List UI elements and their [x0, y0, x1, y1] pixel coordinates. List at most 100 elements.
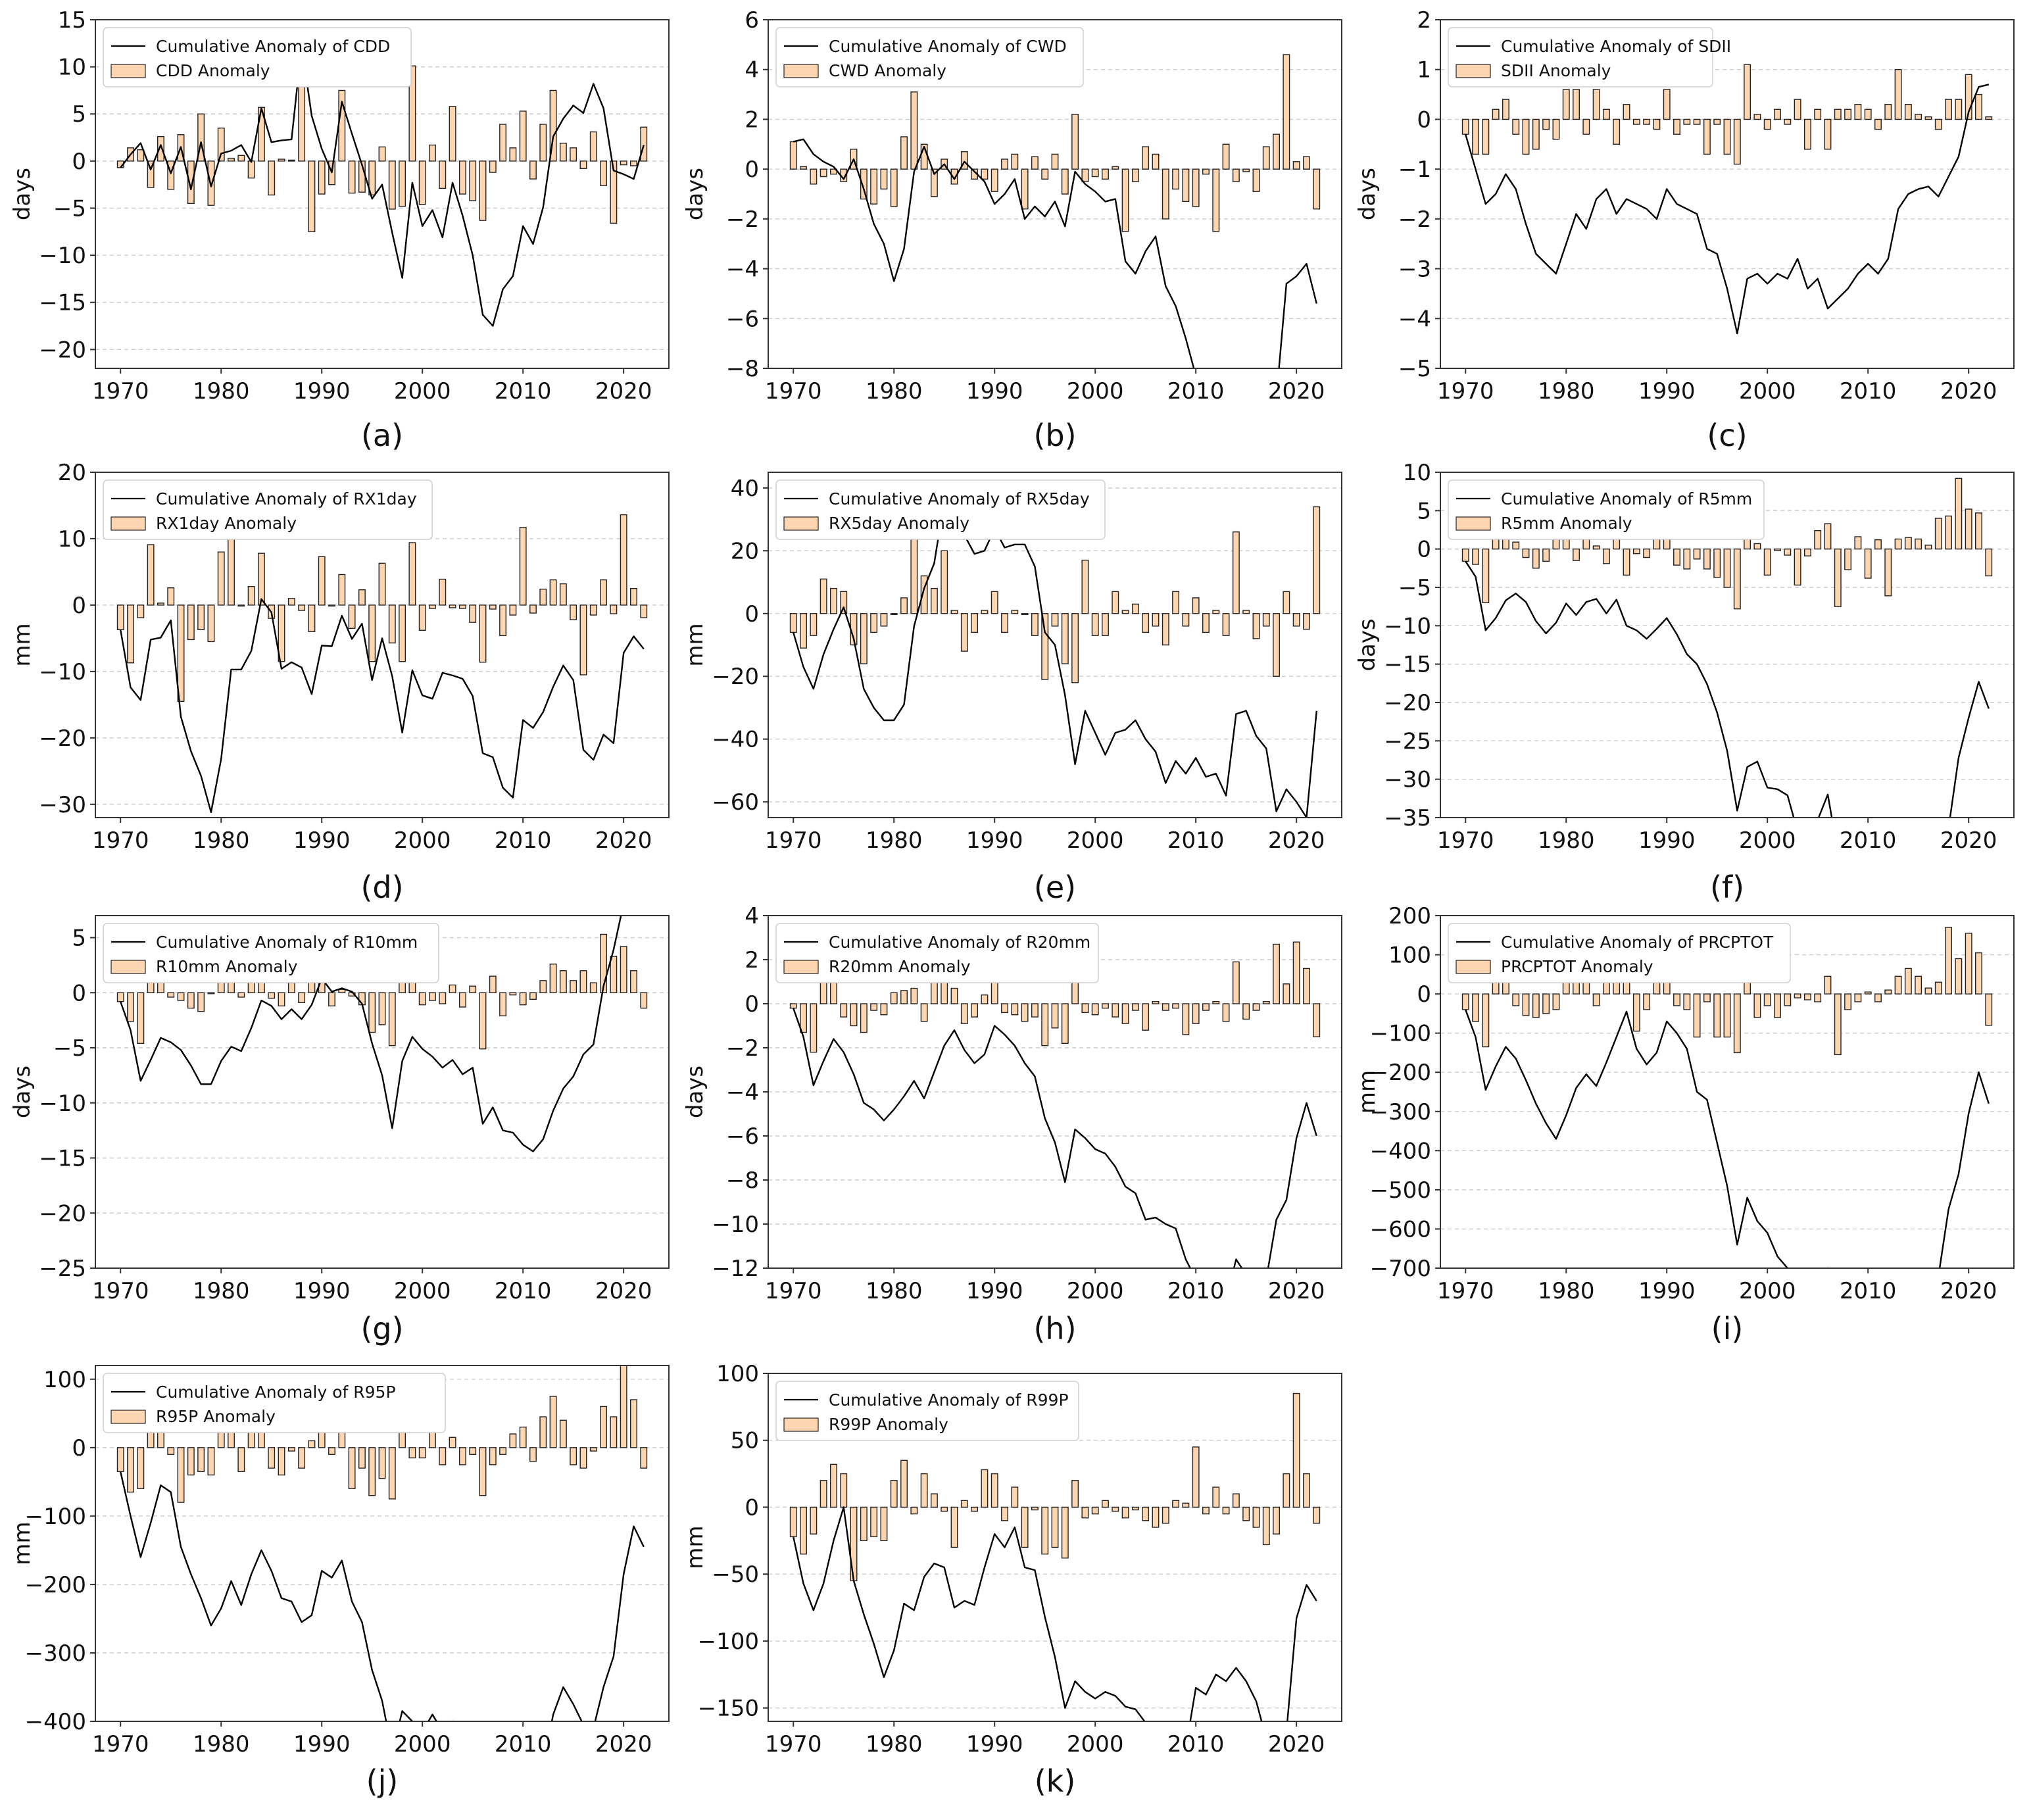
anomaly-bar [800, 613, 807, 649]
anomaly-bar [810, 1506, 818, 1535]
x-tick-label: 1970 [1437, 827, 1494, 854]
anomaly-bar [308, 1440, 316, 1448]
anomaly-bar [1824, 975, 1832, 995]
anomaly-bar [1313, 1506, 1321, 1524]
anomaly-bar [920, 575, 928, 614]
axes-frame [95, 472, 670, 818]
anomaly-bar [1212, 1487, 1220, 1508]
legend-bar-swatch [1456, 960, 1491, 974]
legend-box [103, 1373, 446, 1433]
anomaly-bar [287, 159, 295, 162]
anomaly-bar [991, 1473, 998, 1508]
anomaly-bar [127, 1447, 134, 1493]
anomaly-bar [1834, 993, 1842, 1056]
anomaly-bar [237, 604, 245, 607]
anomaly-bar [1965, 933, 1972, 995]
anomaly-bar [418, 160, 426, 205]
anomaly-bar [469, 985, 477, 993]
x-tick-label: 2000 [1739, 378, 1796, 405]
anomaly-bar [1904, 968, 1912, 995]
x-tick-label: 1990 [966, 378, 1023, 405]
anomaly-bar [1081, 559, 1089, 614]
anomaly-bar [570, 980, 577, 993]
anomaly-bar [217, 128, 225, 162]
panel-label: (k) [1035, 1763, 1076, 1799]
y-tick-label: 20 [58, 460, 86, 486]
anomaly-bar [971, 613, 979, 633]
y-tick-label: −400 [1370, 1138, 1431, 1164]
anomaly-bar [1632, 118, 1640, 125]
x-tick-label: 1970 [92, 1731, 149, 1758]
anomaly-bar [1512, 541, 1520, 550]
anomaly-bar [880, 168, 888, 190]
y-tick-label: 200 [1388, 903, 1431, 929]
anomaly-bar [610, 160, 618, 224]
anomaly-bar [1784, 993, 1792, 1006]
anomaly-bar [1814, 993, 1822, 1002]
anomaly-bar [1834, 548, 1842, 607]
anomaly-bar [116, 604, 124, 630]
anomaly-bar [328, 604, 335, 607]
cumulative-line [120, 44, 645, 327]
x-tick-label: 2020 [595, 827, 652, 854]
anomaly-bar [1091, 1003, 1099, 1016]
legend-bar-swatch [783, 516, 819, 531]
anomaly-bar [640, 126, 648, 162]
anomaly-bar [1081, 1506, 1089, 1519]
x-tick-label: 1970 [92, 378, 149, 405]
y-tick-label: −4 [1398, 306, 1431, 332]
anomaly-bar [840, 591, 848, 614]
anomaly-bar [880, 613, 888, 627]
anomaly-bar [920, 1473, 928, 1508]
anomaly-bar [358, 1447, 366, 1469]
anomaly-bar [187, 1447, 195, 1476]
x-tick-label: 1980 [866, 1731, 923, 1758]
y-tick-label: 20 [731, 538, 759, 564]
anomaly-bar [1673, 548, 1680, 566]
anomaly-bar [789, 1506, 797, 1537]
anomaly-bar [1562, 89, 1570, 120]
anomaly-bar [1643, 118, 1651, 125]
anomaly-bar [1794, 99, 1801, 120]
anomaly-bar [910, 1506, 918, 1515]
anomaly-bar [348, 1447, 356, 1489]
anomaly-bar [1874, 993, 1882, 1002]
anomaly-bar [941, 1506, 948, 1512]
anomaly-bar [298, 992, 306, 1004]
y-tick-label: 2 [745, 947, 759, 973]
anomaly-bar [197, 113, 205, 162]
anomaly-bar [810, 1003, 818, 1053]
anomaly-bar [1934, 981, 1942, 995]
y-axis-label: mm [682, 623, 708, 666]
anomaly-bar [1283, 983, 1290, 1004]
anomaly-bar [1102, 168, 1109, 180]
anomaly-bar [1202, 168, 1210, 175]
anomaly-bar [509, 604, 517, 616]
anomaly-bar [207, 604, 215, 643]
anomaly-bar [1091, 1506, 1099, 1515]
anomaly-bar [620, 1365, 627, 1448]
y-tick-label: −500 [1370, 1177, 1431, 1204]
anomaly-bar [197, 992, 205, 1012]
anomaly-bar [1824, 523, 1832, 550]
x-tick-label: 1970 [1437, 378, 1494, 405]
anomaly-bar [458, 604, 466, 609]
anomaly-bar [378, 992, 386, 1025]
anomaly-bar [499, 604, 507, 637]
anomaly-bar [458, 992, 466, 1008]
anomaly-bar [539, 1416, 547, 1448]
anomaly-bar [1182, 1502, 1190, 1508]
anomaly-bar [207, 1447, 215, 1476]
anomaly-bar [519, 527, 527, 606]
anomaly-bar [1142, 146, 1150, 170]
anomaly-bar [1884, 989, 1892, 995]
anomaly-bar [1292, 613, 1300, 627]
y-tick-label: 1 [1417, 57, 1431, 84]
x-tick-label: 1990 [293, 827, 351, 854]
anomaly-bar [1182, 168, 1190, 203]
anomaly-bar [388, 1447, 396, 1500]
anomaly-bar [439, 160, 447, 189]
anomaly-bar [1632, 993, 1640, 1032]
anomaly-bar [1102, 1003, 1109, 1009]
legend-box [103, 27, 412, 87]
